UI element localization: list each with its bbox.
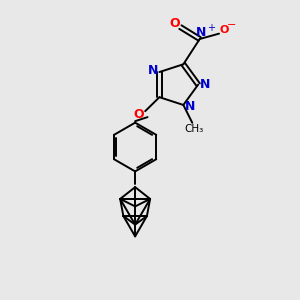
Text: N: N xyxy=(200,78,210,91)
Text: O: O xyxy=(133,108,144,121)
Text: CH₃: CH₃ xyxy=(184,124,203,134)
Text: N: N xyxy=(185,100,195,113)
Text: O: O xyxy=(170,17,180,30)
Text: N: N xyxy=(196,26,206,39)
Text: N: N xyxy=(148,64,158,77)
Text: +: + xyxy=(207,23,215,33)
Text: −: − xyxy=(227,20,236,30)
Text: O: O xyxy=(220,25,229,35)
